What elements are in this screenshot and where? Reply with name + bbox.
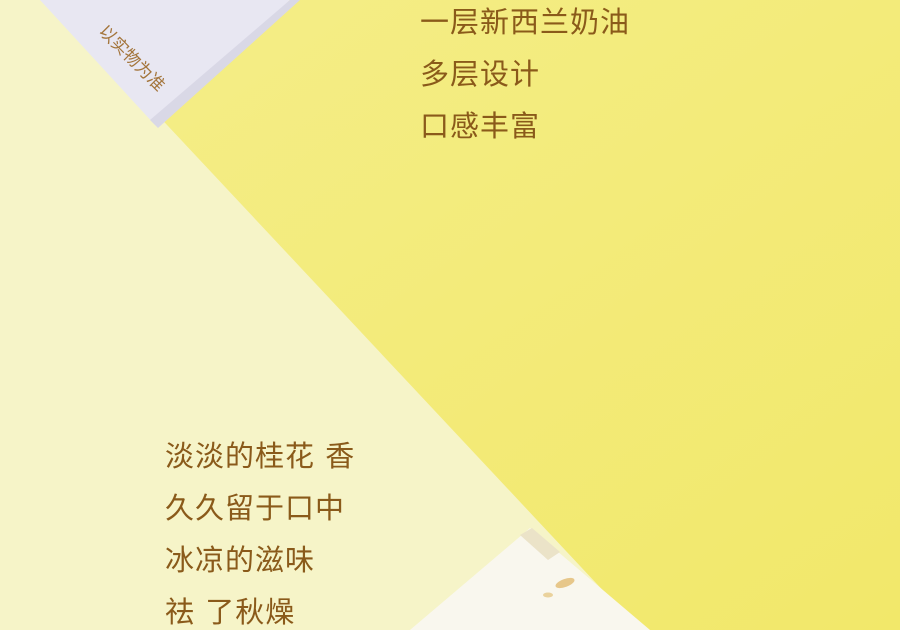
dessert-image-corner (410, 528, 650, 630)
osmanthus-flake (543, 592, 553, 598)
bottom-line: 淡淡的桂花 香 (165, 439, 356, 473)
bottom-line: 冰凉的滋味 (165, 543, 316, 577)
product-card-top (40, 0, 290, 125)
top-line: 口感丰富 (420, 109, 541, 143)
bottom-line: 祛 了秋燥 (165, 595, 296, 629)
bottom-text-block: 淡淡的桂花 香 久久留于口中 冰凉的滋味 祛 了秋燥 (165, 430, 355, 638)
top-line: 多层设计 (420, 57, 541, 91)
product-card-top-shadow (150, 0, 300, 128)
top-text-block: 一层新西兰奶油 多层设计 口感丰富 (420, 0, 630, 152)
dessert-image-edge (520, 528, 560, 560)
osmanthus-flake (555, 577, 575, 589)
bottom-line: 久久留于口中 (165, 491, 346, 525)
cream-panel (0, 0, 640, 630)
top-line: 一层新西兰奶油 (420, 5, 631, 39)
